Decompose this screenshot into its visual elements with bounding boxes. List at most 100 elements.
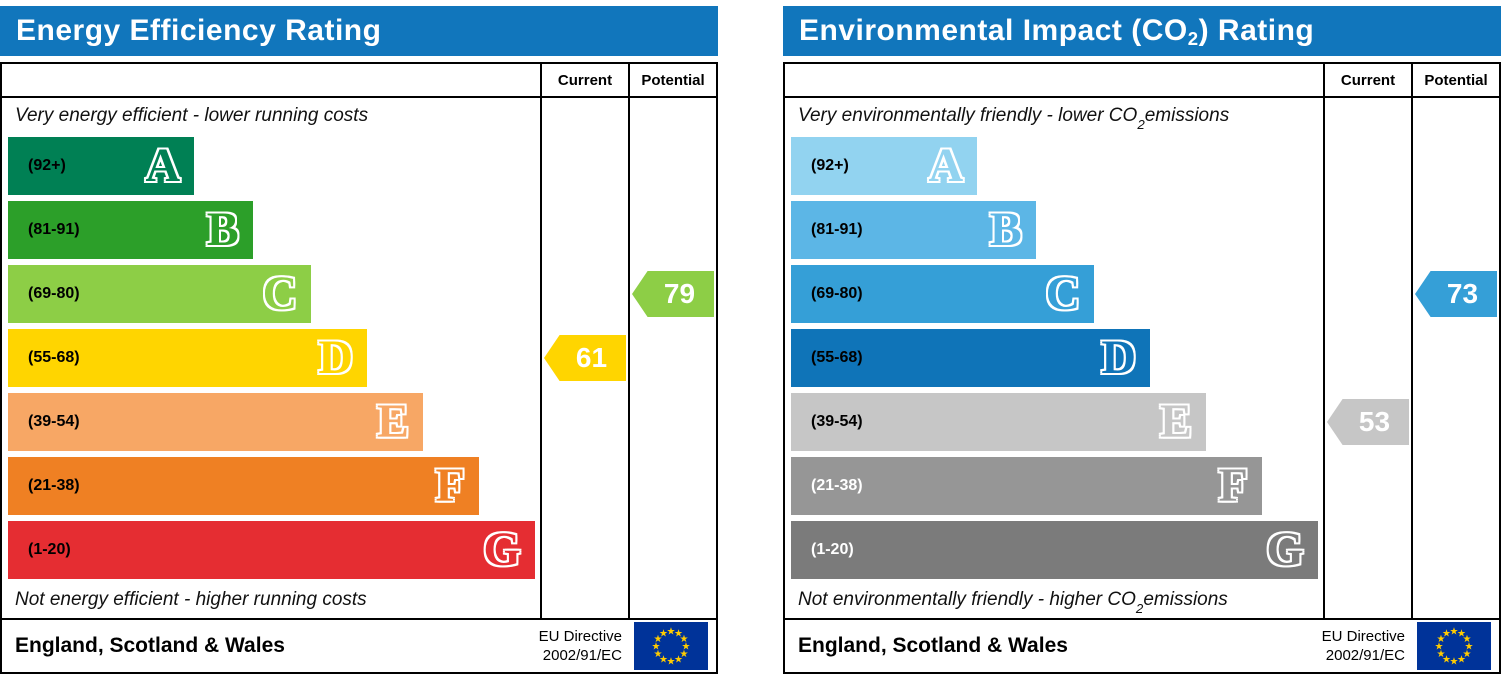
band-letter: E [376, 395, 409, 448]
band-bar: (55-68) D [791, 329, 1151, 387]
top-caption: Very environmentally friendly - lower CO… [798, 105, 1230, 132]
svg-text:★: ★ [1442, 629, 1451, 640]
column-header-row: Current Potential [2, 64, 716, 98]
band-bar: (69-80) C [8, 265, 312, 323]
svg-text:★: ★ [654, 649, 663, 660]
band-range-label: (81-91) [811, 221, 863, 238]
band-range-label: (39-54) [811, 413, 863, 430]
chart-footer: England, Scotland & Wales EU Directive 2… [783, 620, 1501, 674]
band-letter: F [1218, 459, 1248, 512]
band-bar: (39-54) E [8, 393, 423, 451]
band-row: (39-54) E 53 [785, 390, 1499, 454]
svg-text:★: ★ [1457, 629, 1466, 640]
band-letter: D [318, 331, 354, 384]
top-caption-row: Very energy efficient - lower running co… [2, 98, 716, 134]
band-letter: B [989, 203, 1022, 256]
svg-text:★: ★ [674, 655, 683, 666]
bottom-caption-row: Not energy efficient - higher running co… [2, 582, 716, 618]
title-text: Energy Efficiency Rating [16, 14, 382, 47]
band-bar: (92+) A [791, 137, 978, 195]
band-row: (55-68) D [785, 326, 1499, 390]
band-range-label: (1-20) [811, 541, 854, 558]
title-text: Environmental Impact (CO [799, 14, 1188, 47]
svg-text:★: ★ [654, 634, 663, 645]
band-bar: (21-38) F [8, 457, 479, 515]
current-rating-arrow: 53 [1327, 399, 1409, 445]
band-range-label: (55-68) [811, 349, 863, 366]
band-row: (81-91) B [785, 198, 1499, 262]
band-range-label: (55-68) [28, 349, 80, 366]
bottom-caption: Not environmentally friendly - higher CO… [798, 589, 1228, 616]
svg-text:★: ★ [1437, 649, 1446, 660]
band-row: (69-80) C 73 [785, 262, 1499, 326]
potential-rating-arrow: 79 [632, 271, 714, 317]
top-caption: Very energy efficient - lower running co… [15, 105, 369, 126]
bottom-caption: Not energy efficient - higher running co… [15, 589, 367, 610]
svg-text:★: ★ [667, 627, 676, 638]
column-header-row: Current Potential [785, 64, 1499, 98]
current-rating-arrow: 61 [544, 335, 626, 381]
band-row: (21-38) F [785, 454, 1499, 518]
svg-text:★: ★ [659, 629, 668, 640]
band-bar: (81-91) B [791, 201, 1036, 259]
band-row: (92+) A [785, 134, 1499, 198]
band-letter: G [483, 523, 521, 576]
band-row: (55-68) D 61 [2, 326, 716, 390]
band-letter: B [206, 203, 239, 256]
svg-text:★: ★ [680, 649, 689, 660]
co2-rating-chart: Current Potential Very environmentally f… [783, 62, 1501, 620]
band-bar: (1-20) G [791, 521, 1318, 579]
svg-text:★: ★ [1437, 634, 1446, 645]
potential-rating-arrow: 73 [1415, 271, 1497, 317]
band-range-label: (69-80) [28, 285, 80, 302]
current-column-header: Current [540, 64, 628, 96]
eu-directive-label: EU Directive 2002/91/EC [538, 627, 622, 665]
band-row: (1-20) G [785, 518, 1499, 582]
potential-column-header: Potential [628, 64, 716, 96]
energy-rating-chart: Current Potential Very energy efficient … [0, 62, 718, 620]
svg-text:★: ★ [667, 657, 676, 668]
band-bar: (1-20) G [8, 521, 535, 579]
region-label: England, Scotland & Wales [798, 634, 1068, 657]
potential-column-header: Potential [1411, 64, 1499, 96]
environmental-impact-title: Environmental Impact (CO 2) Rating [783, 6, 1501, 56]
band-bar: (81-91) B [8, 201, 253, 259]
band-letter: G [1266, 523, 1304, 576]
svg-text:★: ★ [652, 642, 661, 653]
band-letter: F [435, 459, 465, 512]
band-bar: (39-54) E [791, 393, 1206, 451]
band-range-label: (92+) [811, 157, 849, 174]
band-range-label: (69-80) [811, 285, 863, 302]
svg-text:★: ★ [1435, 642, 1444, 653]
region-label: England, Scotland & Wales [15, 634, 285, 657]
eu-flag-icon: ★★★★★★★★★★★★ [1417, 622, 1491, 670]
band-bar: (92+) A [8, 137, 195, 195]
top-caption-row: Very environmentally friendly - lower CO… [785, 98, 1499, 134]
energy-efficiency-panel: Energy Efficiency Rating Current Potenti… [0, 6, 718, 674]
band-row: (1-20) G [2, 518, 716, 582]
band-row: (69-80) C 79 [2, 262, 716, 326]
svg-text:★: ★ [1465, 642, 1474, 653]
band-range-label: (39-54) [28, 413, 80, 430]
svg-text:★: ★ [674, 629, 683, 640]
svg-text:★: ★ [1450, 657, 1459, 668]
band-range-label: (21-38) [811, 477, 863, 494]
band-letter: C [262, 267, 298, 320]
band-letter: C [1045, 267, 1081, 320]
band-bar: (21-38) F [791, 457, 1262, 515]
chart-footer: England, Scotland & Wales EU Directive 2… [0, 620, 718, 674]
band-row: (81-91) B [2, 198, 716, 262]
svg-text:★: ★ [1463, 634, 1472, 645]
band-range-label: (81-91) [28, 221, 80, 238]
svg-text:★: ★ [680, 634, 689, 645]
energy-efficiency-title: Energy Efficiency Rating [0, 6, 718, 56]
band-range-label: (21-38) [28, 477, 80, 494]
title-text-post: ) Rating [1198, 14, 1315, 47]
band-letter: A [928, 139, 964, 192]
bottom-caption-row: Not environmentally friendly - higher CO… [785, 582, 1499, 618]
band-row: (21-38) F [2, 454, 716, 518]
eu-flag-icon: ★★★★★★★★★★★★ [634, 622, 708, 670]
svg-text:★: ★ [1463, 649, 1472, 660]
band-range-label: (92+) [28, 157, 66, 174]
